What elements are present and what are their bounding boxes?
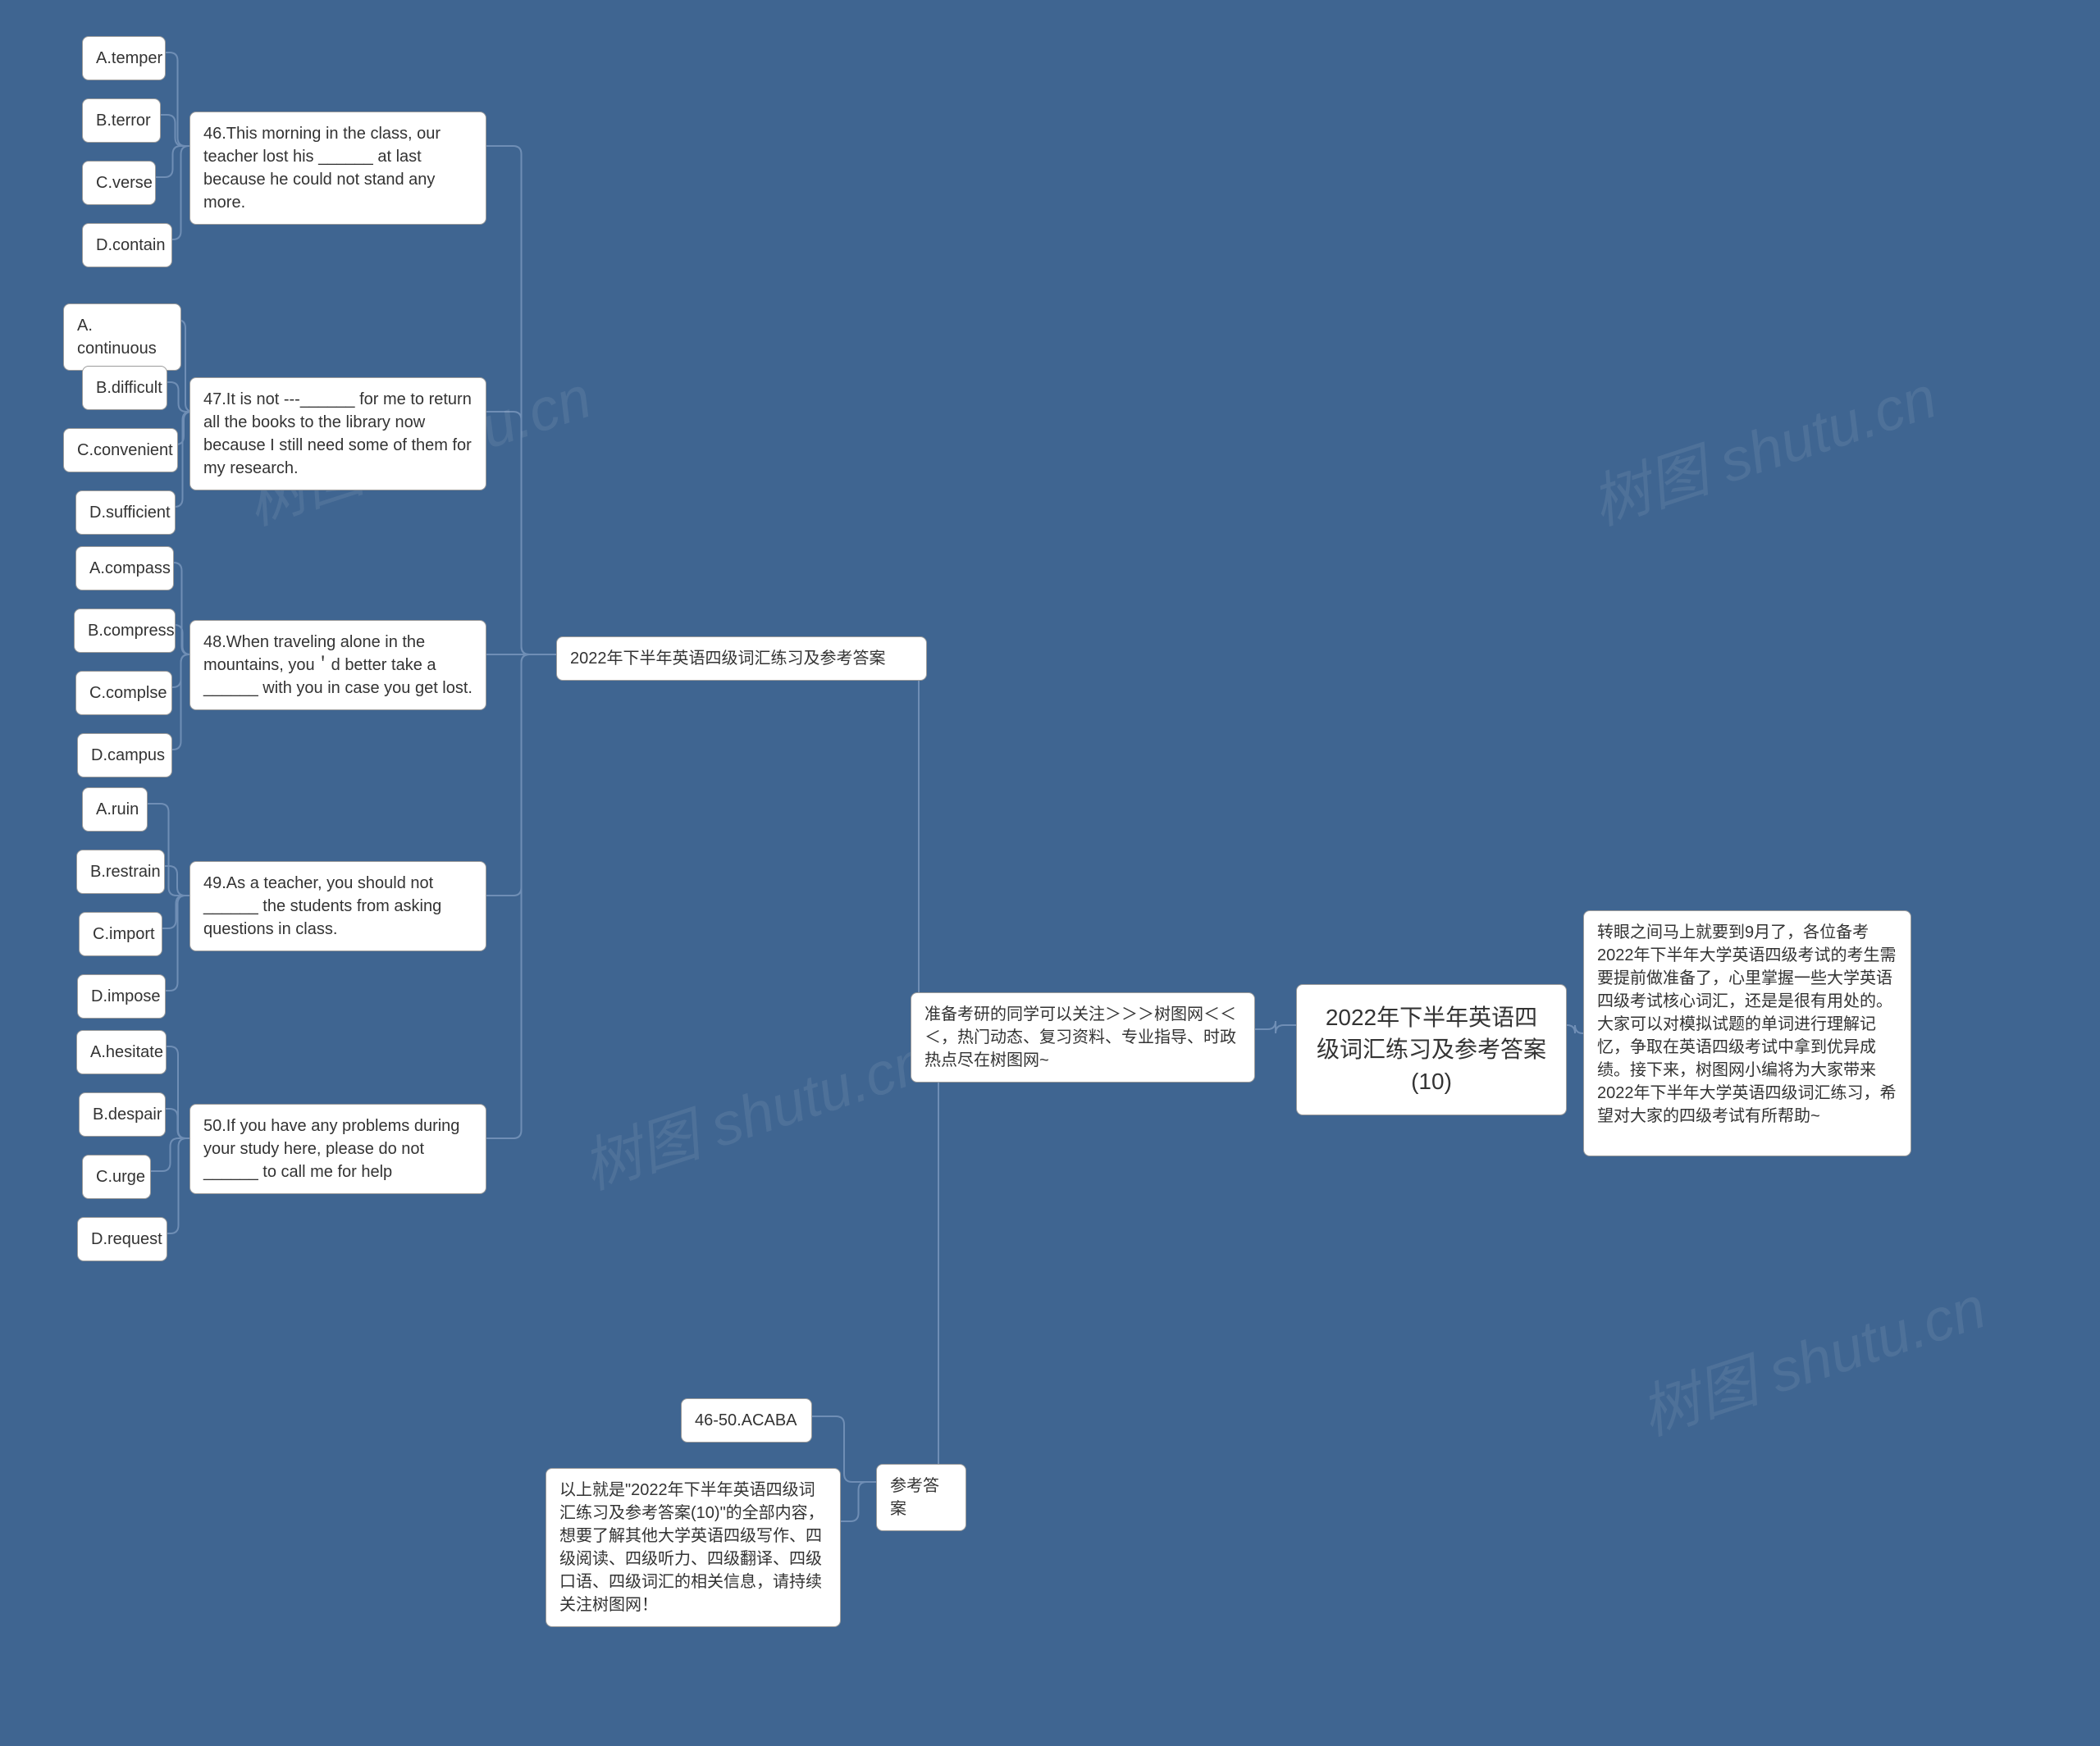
option-node[interactable]: D.request	[77, 1217, 167, 1261]
option-node[interactable]: B.compress	[74, 609, 176, 653]
option-node[interactable]: C.convenient	[63, 428, 178, 472]
option-node[interactable]: D.campus	[77, 733, 172, 777]
option-node[interactable]: A. continuous	[63, 303, 181, 371]
option-node[interactable]: D.sufficient	[75, 490, 176, 535]
question-node[interactable]: 48.When traveling alone in the mountains…	[189, 620, 486, 710]
option-node[interactable]: D.impose	[77, 974, 166, 1019]
mindmap-canvas: 树图 shutu.cn 树图 shutu.cn 树图 shutu.cn 树图 s…	[0, 0, 2100, 1746]
question-node[interactable]: 46.This morning in the class, our teache…	[189, 112, 486, 225]
question-node[interactable]: 50.If you have any problems during your …	[189, 1104, 486, 1194]
option-node[interactable]: A.hesitate	[76, 1030, 167, 1074]
option-node[interactable]: B.restrain	[76, 850, 165, 894]
option-node[interactable]: B.despair	[79, 1092, 166, 1137]
watermark: 树图 shutu.cn	[569, 1013, 936, 1206]
prepare-note: 准备考研的同学可以关注＞＞＞树图网＜＜＜，热门动态、复习资料、专业指导、时政热点…	[911, 992, 1255, 1083]
watermark: 树图 shutu.cn	[1628, 1259, 1994, 1452]
section-title[interactable]: 2022年下半年英语四级词汇练习及参考答案	[556, 636, 927, 681]
option-node[interactable]: A.ruin	[82, 787, 148, 832]
answers-note: 以上就是"2022年下半年英语四级词汇练习及参考答案(10)"的全部内容，想要了…	[546, 1468, 841, 1627]
answers-title[interactable]: 参考答案	[876, 1464, 966, 1531]
question-node[interactable]: 47.It is not ---______ for me to return …	[189, 377, 486, 490]
option-node[interactable]: C.complse	[75, 671, 172, 715]
option-node[interactable]: C.urge	[82, 1155, 151, 1199]
watermark: 树图 shutu.cn	[1578, 349, 1945, 541]
option-node[interactable]: D.contain	[82, 223, 172, 267]
option-node[interactable]: A.compass	[75, 546, 174, 590]
center-node[interactable]: 2022年下半年英语四级词汇练习及参考答案(10)	[1296, 984, 1567, 1115]
intro-paragraph: 转眼之间马上就要到9月了，各位备考2022年下半年大学英语四级考试的考生需要提前…	[1583, 910, 1911, 1156]
option-node[interactable]: C.verse	[82, 161, 156, 205]
option-node[interactable]: C.import	[79, 912, 162, 956]
answers-key: 46-50.ACABA	[681, 1398, 812, 1443]
question-node[interactable]: 49.As a teacher, you should not ______ t…	[189, 861, 486, 951]
option-node[interactable]: B.difficult	[82, 366, 167, 410]
option-node[interactable]: B.terror	[82, 98, 161, 143]
option-node[interactable]: A.temper	[82, 36, 166, 80]
